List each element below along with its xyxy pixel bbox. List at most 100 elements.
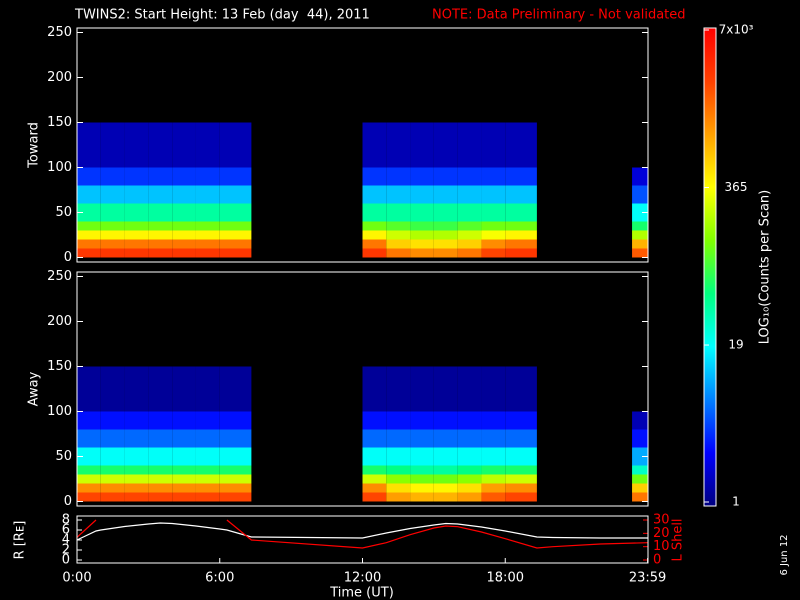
colorbar (703, 27, 717, 507)
heatmap-cell (505, 239, 537, 249)
heatmap-cell (362, 185, 387, 204)
y-tick-label: 50 (55, 449, 72, 464)
heatmap-cell (362, 474, 387, 484)
heatmap-cell (386, 230, 411, 240)
heatmap-cell (172, 248, 196, 258)
y-tick-label: 50 (55, 205, 72, 220)
y-tick-label: 150 (47, 359, 72, 374)
heatmap-cell (632, 492, 648, 502)
heatmap-cell (362, 465, 387, 475)
y-tick-label: 250 (47, 269, 72, 284)
heatmap-cell (195, 122, 220, 168)
y-tick-label: 6 (62, 523, 70, 538)
heatmap-cell (195, 221, 220, 231)
heatmap-cell (481, 230, 506, 240)
heatmap-cell (386, 203, 411, 222)
heatmap-cell (195, 230, 220, 240)
colorbar-tick-label: 19 (728, 338, 743, 352)
heatmap-cell (362, 167, 387, 186)
plot-frame (76, 271, 649, 507)
heatmap-cell (457, 185, 482, 204)
heatmap-cell (195, 239, 220, 249)
heatmap-cell (362, 248, 387, 258)
heatmap-cell (148, 239, 173, 249)
heatmap-cell (100, 248, 125, 258)
y2-axis-label: L Shell (671, 518, 686, 561)
heatmap-cell (195, 447, 220, 466)
y-tick-label: 250 (47, 25, 72, 40)
heatmap-cell (410, 248, 434, 258)
heatmap-cell (410, 239, 434, 249)
heatmap-cell (124, 492, 149, 502)
heatmap-cell (457, 492, 482, 502)
heatmap-cell (386, 366, 411, 412)
heatmap-cell (77, 447, 101, 466)
heatmap-cell (433, 465, 458, 475)
heatmap-cell (124, 122, 149, 168)
heatmap-cell (148, 429, 173, 448)
heatmap-cell (386, 122, 411, 168)
x-tick-label: 12:00 (344, 571, 381, 586)
heatmap-cell (505, 411, 537, 430)
heatmap-cell (505, 221, 537, 231)
heatmap-cell (457, 465, 482, 475)
heatmap-cell (172, 239, 196, 249)
heatmap-cell (148, 465, 173, 475)
heatmap-cell (195, 167, 220, 186)
heatmap-cell (77, 366, 101, 412)
heatmap-cell (505, 122, 537, 168)
data-line (76, 519, 649, 549)
heatmap-cell (100, 465, 125, 475)
heatmap-cell (362, 239, 387, 249)
heatmap-cell (457, 447, 482, 466)
y-tick-label: 2 (62, 543, 70, 558)
heatmap-cell (505, 429, 537, 448)
heatmap-cell (219, 411, 252, 430)
heatmap-cell (505, 483, 537, 493)
heatmap-cell (219, 248, 252, 258)
heatmap-cell (219, 465, 252, 475)
heatmap-cell (362, 366, 387, 412)
heatmap-cell (505, 167, 537, 186)
heatmap-cell (481, 122, 506, 168)
heatmap-cell (77, 474, 101, 484)
heatmap-cell (457, 248, 482, 258)
heatmap-cell (410, 366, 434, 412)
heatmap-cell (77, 239, 101, 249)
heatmap-cell (386, 248, 411, 258)
x-tick-label: 6:00 (205, 571, 234, 586)
heatmap-cell (410, 230, 434, 240)
heatmap-cell (410, 492, 434, 502)
heatmap-cell (195, 474, 220, 484)
heatmap-cell (457, 221, 482, 231)
heatmap-cell (410, 483, 434, 493)
heatmap-cell (433, 167, 458, 186)
heatmap-cell (632, 447, 648, 466)
heatmap-cell (457, 230, 482, 240)
heatmap-cell (77, 411, 101, 430)
y-tick-label: 4 (62, 533, 70, 548)
heatmap-cell (362, 483, 387, 493)
heatmap-cell (172, 447, 196, 466)
heatmap-cell (386, 167, 411, 186)
heatmap-cell (172, 122, 196, 168)
heatmap-cell (124, 366, 149, 412)
heatmap-cell (505, 248, 537, 258)
heatmap-cell (148, 221, 173, 231)
heatmap-cell (219, 221, 252, 231)
heatmap-cell (457, 483, 482, 493)
heatmap-cell (148, 411, 173, 430)
heatmap-cell (100, 447, 125, 466)
data-line (76, 522, 648, 541)
heatmap-cell (632, 185, 648, 204)
heatmap-cell (77, 465, 101, 475)
heatmap-cell (410, 221, 434, 231)
heatmap-cell (362, 203, 387, 222)
heatmap-cell (195, 492, 220, 502)
y-tick-label: 8 (62, 513, 70, 528)
heatmap-cell (410, 429, 434, 448)
heatmap-cell (386, 185, 411, 204)
heatmap-cell (195, 465, 220, 475)
heatmap-cell (410, 474, 434, 484)
date-stamp: 6 Jun 12 (779, 534, 790, 575)
